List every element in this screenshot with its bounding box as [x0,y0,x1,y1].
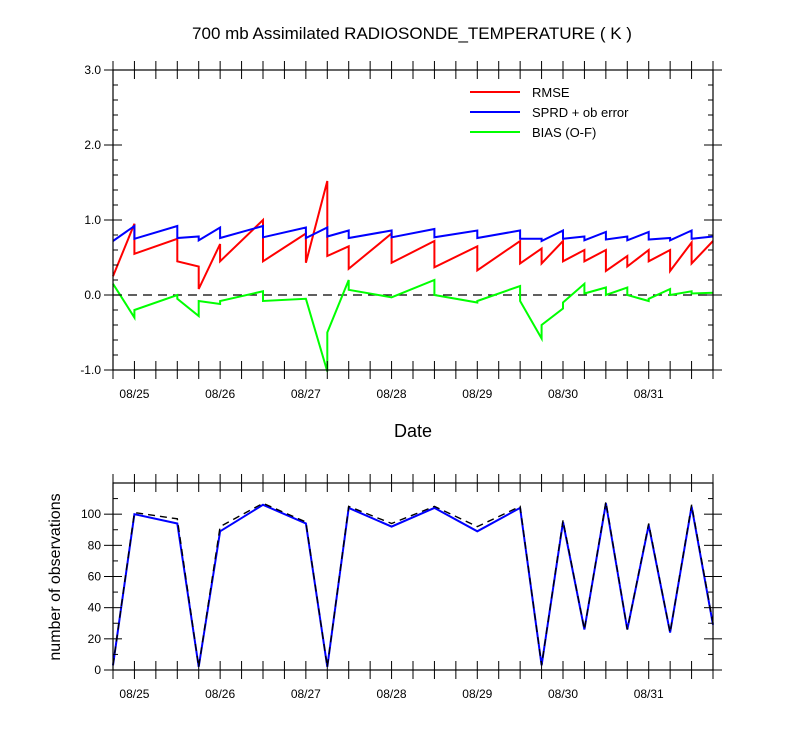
x-tick-label: 08/29 [462,687,492,701]
x-tick-label: 08/31 [634,387,664,401]
bottom-chart-panel: 08/25 08/26 08/27 08/28 08/29 08/30 08/31 0 20 40… [47,474,722,701]
legend-label: SPRD + ob error [532,105,629,120]
y-tick-label: 1.0 [84,213,101,227]
y-tick-label: 3.0 [84,63,101,77]
y-tick-label: 100 [81,507,101,521]
legend-label: RMSE [532,85,570,100]
chart-title: 700 mb Assimilated RADIOSONDE_TEMPERATUR… [192,24,632,43]
y-tick-label: 40 [88,601,102,615]
y-tick-label: 2.0 [84,138,101,152]
y-axis-title: number of observations [47,493,64,660]
y-tick-label: 0.0 [84,288,101,302]
x-tick-label: 08/25 [119,687,149,701]
x-tick-label: 08/31 [634,687,664,701]
x-tick-label: 08/30 [548,387,578,401]
x-tick-label: 08/29 [462,387,492,401]
x-tick-label: 08/28 [377,387,407,401]
x-axis-title: Date [394,421,432,441]
y-tick-label: -1.0 [80,363,101,377]
x-tick-label: 08/27 [291,687,321,701]
y-tick-label: 0 [94,663,101,677]
x-tick-label: 08/26 [205,687,235,701]
series-line-rmse [112,180,714,290]
legend: RMSE SPRD + ob error BIAS (O-F) [470,85,629,140]
series-line-bias-o-f [112,278,714,372]
y-tick-label: 60 [88,570,102,584]
x-tick-label: 08/25 [119,387,149,401]
series-line-sprd-ob-error [112,224,714,243]
x-tick-label: 08/26 [205,387,235,401]
top-chart-panel: 08/25 08/26 08/27 08/28 08/29 08/30 08/31 3.0 2.… [80,61,722,441]
series-line-observations-used [112,503,714,668]
legend-label: BIAS (O-F) [532,125,596,140]
y-tick-label: 80 [88,538,102,552]
x-tick-label: 08/27 [291,387,321,401]
y-tick-label: 20 [88,632,102,646]
series-line-observations-possible [112,501,714,668]
x-tick-label: 08/28 [377,687,407,701]
x-tick-label: 08/30 [548,687,578,701]
